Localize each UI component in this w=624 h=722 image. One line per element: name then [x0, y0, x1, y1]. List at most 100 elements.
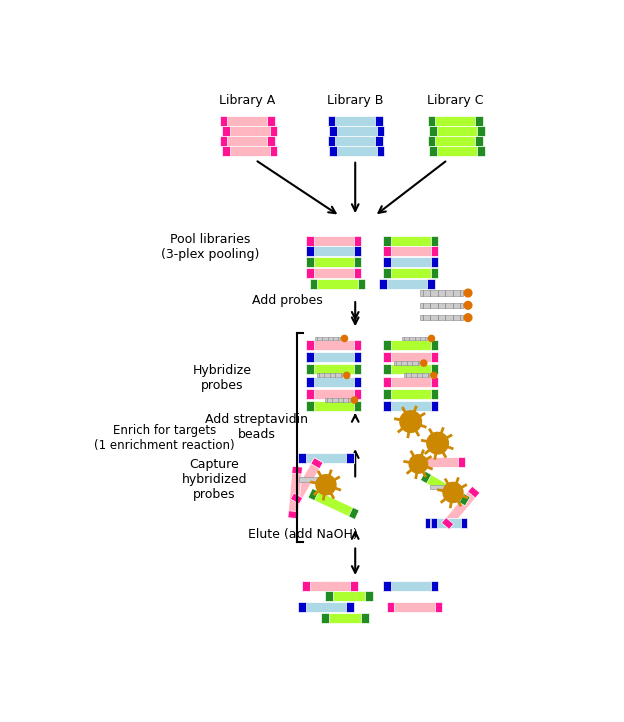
- Bar: [310, 279, 365, 289]
- Bar: [383, 364, 439, 374]
- Bar: [431, 518, 437, 529]
- Text: Add streptavidin
beads: Add streptavidin beads: [205, 413, 308, 441]
- Bar: [298, 453, 354, 463]
- Bar: [431, 518, 467, 529]
- Circle shape: [464, 302, 472, 309]
- Bar: [402, 336, 427, 340]
- Bar: [383, 377, 391, 386]
- Bar: [270, 126, 278, 136]
- Bar: [417, 456, 466, 466]
- Bar: [461, 518, 467, 529]
- Circle shape: [464, 289, 472, 297]
- Text: Library C: Library C: [427, 94, 484, 107]
- Bar: [328, 136, 383, 147]
- Bar: [475, 136, 483, 147]
- Text: Pool libraries
(3-plex pooling): Pool libraries (3-plex pooling): [161, 232, 260, 261]
- Bar: [302, 580, 310, 591]
- Bar: [328, 116, 383, 126]
- Bar: [306, 339, 361, 349]
- Circle shape: [443, 482, 463, 503]
- Bar: [328, 116, 335, 126]
- Bar: [306, 377, 361, 386]
- Bar: [306, 257, 314, 267]
- Bar: [427, 136, 483, 147]
- Bar: [434, 602, 442, 612]
- Bar: [383, 352, 391, 362]
- Bar: [306, 257, 361, 267]
- Bar: [311, 458, 323, 469]
- Bar: [426, 518, 430, 529]
- Bar: [383, 364, 391, 374]
- Bar: [383, 401, 391, 412]
- Bar: [346, 602, 354, 612]
- Bar: [354, 268, 361, 278]
- Bar: [431, 364, 439, 374]
- Bar: [421, 471, 470, 506]
- Bar: [290, 493, 303, 504]
- Bar: [325, 591, 373, 601]
- Bar: [429, 147, 485, 157]
- Bar: [427, 116, 436, 126]
- Bar: [349, 508, 359, 519]
- Bar: [475, 116, 483, 126]
- Bar: [306, 235, 361, 245]
- Bar: [431, 235, 439, 245]
- Bar: [222, 147, 278, 157]
- Bar: [421, 290, 462, 296]
- Bar: [308, 489, 359, 519]
- Bar: [383, 339, 391, 349]
- Bar: [383, 235, 391, 245]
- Bar: [288, 510, 298, 518]
- Bar: [268, 116, 275, 126]
- Bar: [459, 494, 470, 506]
- Bar: [383, 246, 439, 256]
- Bar: [375, 116, 383, 126]
- Circle shape: [431, 373, 437, 378]
- Bar: [354, 257, 361, 267]
- Bar: [306, 364, 314, 374]
- Bar: [383, 246, 391, 256]
- Bar: [220, 116, 275, 126]
- Bar: [292, 466, 303, 474]
- Bar: [457, 456, 466, 466]
- Text: Hybridize
probes: Hybridize probes: [193, 364, 251, 392]
- Bar: [383, 352, 439, 362]
- Bar: [383, 268, 391, 278]
- Bar: [477, 126, 485, 136]
- Circle shape: [464, 314, 472, 321]
- Bar: [429, 126, 485, 136]
- Bar: [383, 389, 391, 399]
- Bar: [306, 268, 361, 278]
- Bar: [361, 613, 369, 623]
- Bar: [430, 518, 434, 529]
- Bar: [365, 591, 373, 601]
- Bar: [421, 471, 431, 484]
- Bar: [268, 136, 275, 147]
- Bar: [329, 147, 384, 157]
- Bar: [298, 602, 306, 612]
- Bar: [220, 136, 275, 147]
- Bar: [222, 126, 230, 136]
- Bar: [383, 268, 439, 278]
- Bar: [346, 453, 354, 463]
- Text: Elute (add NaOH): Elute (add NaOH): [248, 529, 358, 542]
- Circle shape: [409, 455, 427, 473]
- Bar: [383, 389, 439, 399]
- Bar: [329, 147, 337, 157]
- Bar: [306, 352, 314, 362]
- Bar: [379, 279, 434, 289]
- Bar: [468, 487, 480, 498]
- Bar: [220, 136, 227, 147]
- Bar: [431, 257, 439, 267]
- Bar: [354, 377, 361, 386]
- Bar: [321, 613, 329, 623]
- Bar: [383, 235, 439, 245]
- Bar: [306, 235, 314, 245]
- Bar: [429, 147, 437, 157]
- Bar: [306, 268, 314, 278]
- Bar: [308, 489, 319, 500]
- Bar: [431, 377, 439, 386]
- Bar: [387, 602, 394, 612]
- Bar: [431, 352, 439, 362]
- Bar: [417, 456, 426, 466]
